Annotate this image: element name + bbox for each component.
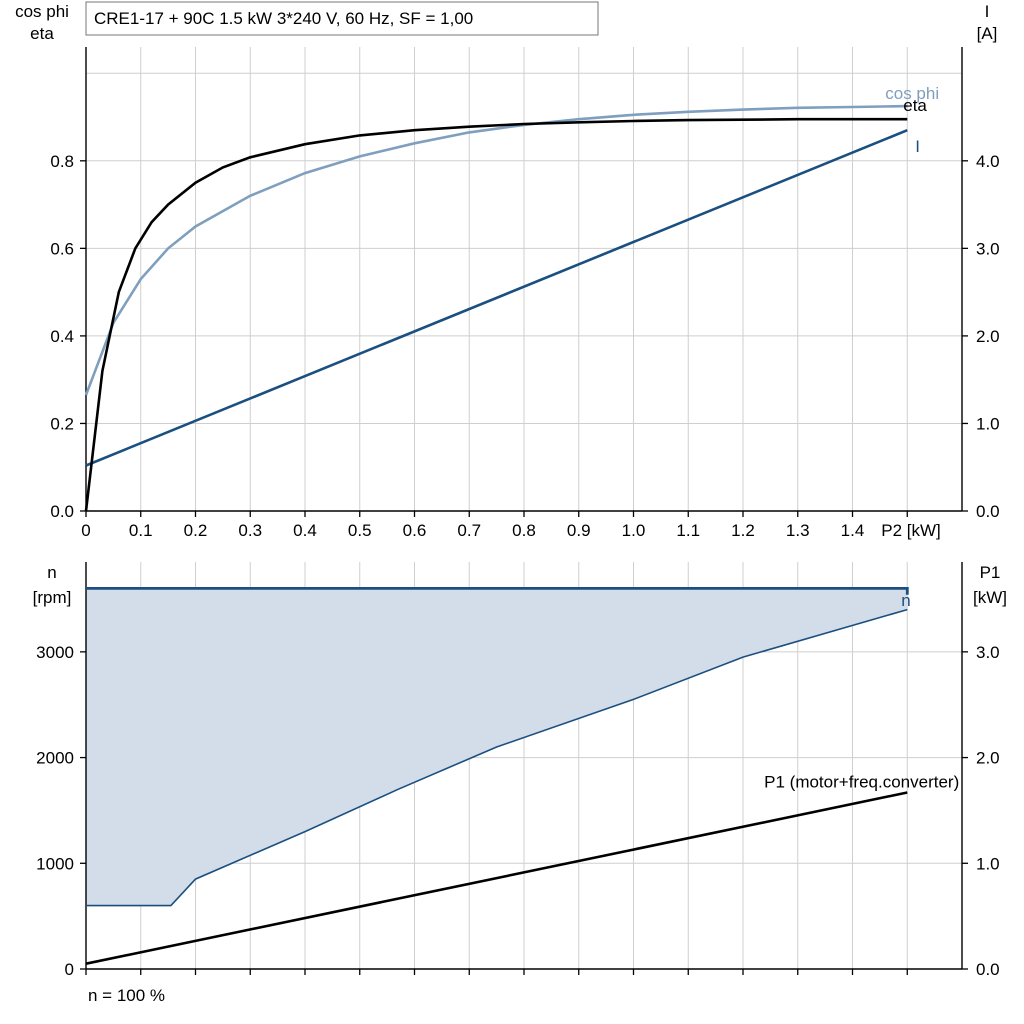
left-tick-label: 2000 [36,749,74,768]
x-tick-label: 0 [81,521,90,540]
left-tick-label: 0.6 [50,239,74,258]
right-tick-label: 4.0 [976,152,1000,171]
right-tick-label: 1.0 [976,414,1000,433]
right-axis-label-line1: I [985,2,990,21]
right-axis-label-line2: [kW] [973,588,1007,607]
x-tick-label: 1.1 [676,521,700,540]
series-line-cos-phi [84,104,908,396]
series-label-eta: eta [903,96,927,115]
right-tick-label: 2.0 [976,327,1000,346]
right-axis-label-line2: [A] [977,24,998,43]
x-tick-label: 0.1 [129,521,153,540]
x-tick-label: 0.4 [293,521,317,540]
x-axis-label: P2 [kW] [881,521,941,540]
title-box [85,1,599,36]
left-tick-label: 0.4 [50,327,74,346]
x-tick-label: 0.8 [512,521,536,540]
right-tick-label: 0.0 [976,502,1000,521]
bottom-chart-speed-power: 0 1000 2000 3000 0.0 1.0 2.0 3.0 n [rpm] P1 [kW] n P1… [33,562,1007,979]
x-tick-label: 0.6 [403,521,427,540]
x-tick-label: 0.2 [184,521,208,540]
x-tick-label: 1.0 [622,521,646,540]
right-tick-label: 0.0 [976,960,1000,979]
left-axis-label-line1: n [47,563,56,582]
left-tick-label: 3000 [36,643,74,662]
left-tick-label: 0.8 [50,152,74,171]
series-label-current: I [915,137,920,156]
speed-footer-note: n = 100 % [88,986,165,1005]
left-tick-label: 0 [65,960,74,979]
top-chart-efficiency-current: 0.0 0.2 0.4 0.6 0.8 0.0 1.0 2.0 3.0 4.0 0 0.1 0.2 0.3… [15,2,1000,540]
x-tick-label: 1.3 [786,521,810,540]
x-tick-label: 1.4 [841,521,865,540]
x-tick-label: 0.3 [238,521,262,540]
series-label-cos-phi: cos phi [885,84,939,103]
right-tick-label: 1.0 [976,854,1000,873]
left-axis-label-line1: cos phi [15,2,69,21]
chart-title: CRE1-17 + 90C 1.5 kW 3*240 V, 60 Hz, SF … [94,9,473,28]
right-tick-label: 3.0 [976,643,1000,662]
series-line-current [85,128,908,467]
speed-range-area [86,588,908,906]
series-line-speed-lower [86,608,908,907]
series-line-eta [84,117,908,512]
series-line-p1 [85,791,908,965]
right-tick-label: 2.0 [976,749,1000,768]
left-axis-label-line2: [rpm] [33,588,72,607]
x-tick-label: 0.5 [348,521,372,540]
series-label-speed: n [901,591,910,610]
x-tick-label: 0.9 [567,521,591,540]
right-tick-label: 3.0 [976,239,1000,258]
left-tick-label: 0.2 [50,414,74,433]
x-tick-label: 1.2 [731,521,755,540]
right-axis-label-line1: P1 [980,563,1001,582]
x-tick-label: 0.7 [457,521,481,540]
series-line-speed [86,587,909,595]
left-tick-label: 0.0 [50,502,74,521]
left-tick-label: 1000 [36,854,74,873]
series-label-p1: P1 (motor+freq.converter) [764,772,959,791]
left-axis-label-line2: eta [30,24,54,43]
